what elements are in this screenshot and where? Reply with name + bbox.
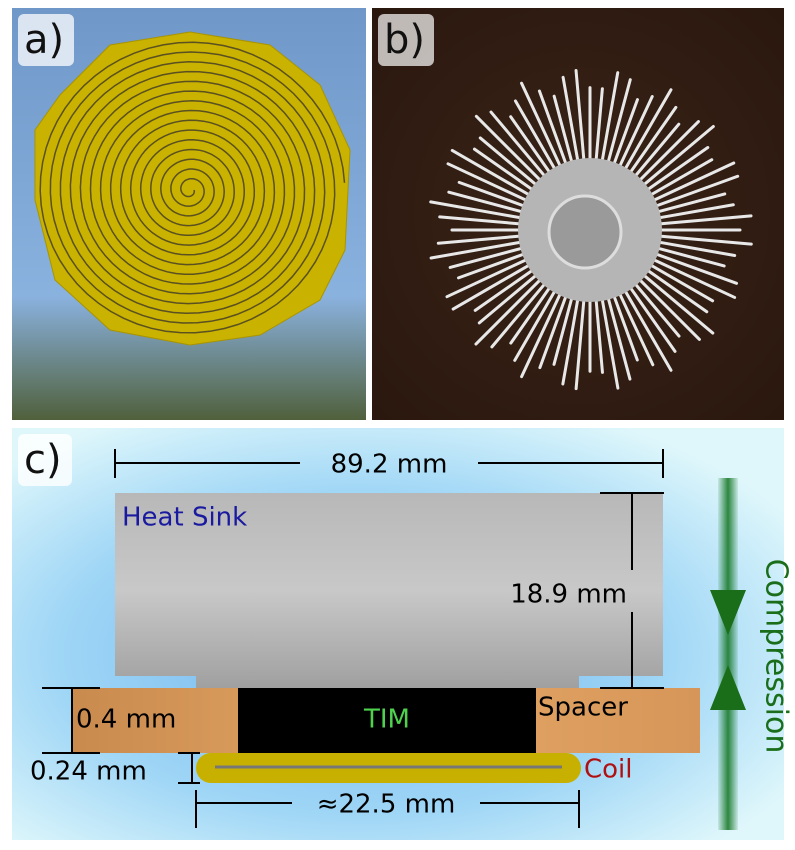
spacer-thickness-label: 0.4 mm xyxy=(76,705,176,735)
heat-sink-label: Heat Sink xyxy=(122,503,247,533)
coil-width-label: ≈22.5 mm xyxy=(317,790,456,820)
panel-b: b) xyxy=(372,8,784,420)
compression-label: Compression xyxy=(759,559,794,754)
coil-label: Coil xyxy=(584,755,633,785)
tim-label: TIM xyxy=(363,705,410,735)
height-label: 18.9 mm xyxy=(510,580,627,610)
panel-label: c) xyxy=(24,437,62,483)
panel-label: a) xyxy=(24,17,64,63)
coil-thickness-label: 0.24 mm xyxy=(30,757,147,787)
panel-a: a) xyxy=(12,8,366,420)
spacer-label: Spacer xyxy=(538,693,628,723)
panel-c: c) Heat Sink TIM Spacer Coil 89.2 mm 18.… xyxy=(12,428,794,840)
coil-film xyxy=(35,32,350,345)
heat-sink-center xyxy=(549,196,621,268)
panel-label: b) xyxy=(384,17,425,63)
figure: a) b) c) Heat Sink TIM Spacer Coil 89.2 … xyxy=(0,0,795,850)
width-label: 89.2 mm xyxy=(331,450,448,480)
compression-band xyxy=(718,478,738,830)
